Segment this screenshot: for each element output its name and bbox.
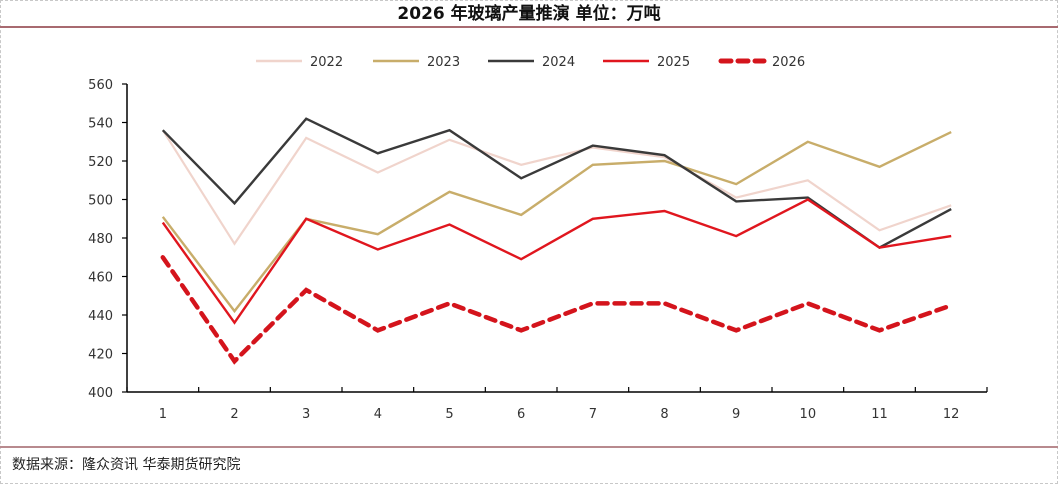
- x-tick-label: 9: [732, 407, 740, 422]
- x-tick-label: 3: [302, 407, 310, 422]
- legend-label-2025: 2025: [657, 55, 690, 70]
- series-2024-line: [161, 117, 952, 250]
- x-tick-label: 4: [374, 407, 382, 422]
- series-2022-line: [161, 129, 952, 246]
- y-tick-label: 540: [88, 117, 113, 132]
- y-tick-label: 400: [88, 386, 113, 401]
- x-tick-label: 2: [230, 407, 238, 422]
- title-divider: [0, 26, 1058, 28]
- series-lines: [160, 117, 954, 365]
- x-tick-label: 11: [871, 407, 888, 422]
- x-tick-label: 10: [800, 407, 817, 422]
- x-tick-label: 6: [517, 407, 525, 422]
- y-tick-label: 500: [88, 194, 113, 209]
- legend-label-2023: 2023: [427, 55, 460, 70]
- chart-title: 2026 年玻璃产量推演 单位：万吨: [397, 4, 661, 24]
- x-tick-label: 1: [159, 407, 167, 422]
- data-source: 数据来源：隆众资讯 华泰期货研究院: [12, 457, 241, 473]
- x-tick-label: 8: [660, 407, 668, 422]
- legend-label-2026: 2026: [772, 55, 805, 70]
- legend: 2022 2023 2024 2025 2026: [256, 55, 805, 70]
- series-2023-line: [161, 131, 952, 314]
- x-tick-label: 7: [589, 407, 597, 422]
- series-2025-line: [161, 198, 952, 325]
- y-tick-label: 420: [88, 348, 113, 363]
- y-tick-label: 440: [88, 309, 113, 324]
- y-tick-label: 460: [88, 271, 113, 286]
- y-tick-label: 480: [88, 232, 113, 247]
- y-tick-label: 560: [88, 78, 113, 93]
- series-2026-line: [160, 255, 954, 365]
- footer-divider: [0, 446, 1058, 448]
- y-tick-label: 520: [88, 155, 113, 170]
- x-tick-label: 12: [943, 407, 960, 422]
- legend-label-2022: 2022: [310, 55, 343, 70]
- x-tick-label: 5: [445, 407, 453, 422]
- legend-label-2024: 2024: [542, 55, 575, 70]
